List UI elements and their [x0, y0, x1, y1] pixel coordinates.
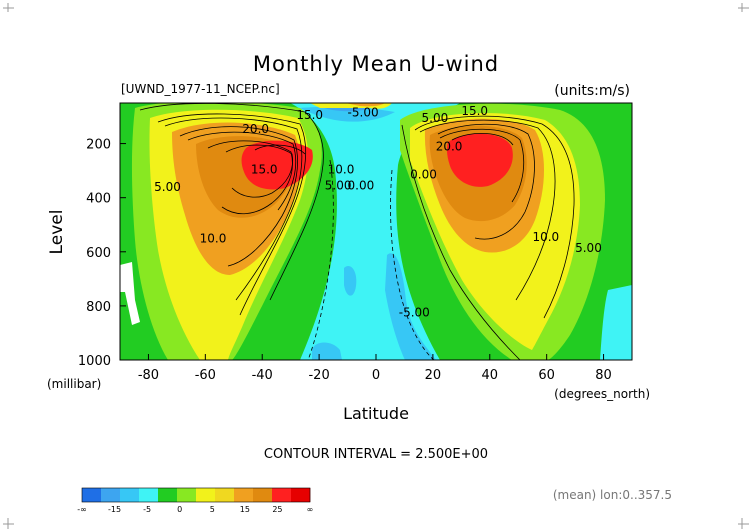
colorbar-swatch [272, 488, 292, 502]
contour-label: 5.00 [575, 241, 602, 255]
x-tick-label: 0 [372, 368, 380, 383]
colorbar-label: 0 [177, 505, 182, 514]
contour-label: -5.00 [399, 306, 430, 320]
x-tick-label: 80 [595, 368, 612, 383]
easterly-tongue [385, 253, 436, 360]
colorbar-label: ∞ [307, 505, 314, 514]
colorbar-swatch [177, 488, 197, 502]
x-tick-label: -60 [195, 368, 216, 383]
corner-mark-bottom-left [3, 518, 14, 529]
corner-mark-bottom-right [738, 518, 749, 529]
contour-label: 0.00 [410, 168, 437, 182]
northern-polar-easterly [600, 285, 632, 360]
contour-label: 5.00 [422, 111, 449, 125]
equatorial-easterly-region [290, 103, 460, 360]
colorbar-swatch [196, 488, 216, 502]
colorbar-label: 5 [210, 505, 215, 514]
contour-label: 20.0 [242, 122, 269, 136]
file-label: [UWND_1977-11_NCEP.nc] [121, 82, 280, 96]
colorbar-swatch [234, 488, 254, 502]
colorbar-label: 15 [240, 505, 250, 514]
y-tick-label: 800 [86, 300, 111, 315]
chart-title: Monthly Mean U-wind [253, 52, 499, 76]
colorbar-frame [81, 487, 311, 503]
x-tick-label: -40 [252, 368, 273, 383]
easterly-blob [344, 266, 357, 296]
y-axis: 200 400 600 800 1000 [78, 138, 126, 369]
y-axis-title: Level [47, 210, 67, 255]
contour-interval-text: CONTOUR INTERVAL = 2.500E+00 [264, 447, 488, 462]
y-tick-label: 600 [86, 246, 111, 261]
contour-label: 15.0 [296, 108, 323, 122]
x-tick-label: 20 [425, 368, 442, 383]
x-axis-title: Latitude [343, 404, 409, 423]
x-tick-label: -20 [308, 368, 329, 383]
contour-label: 10.0 [532, 230, 559, 244]
contour-label: 0.00 [348, 179, 375, 193]
contour-label: 15.0 [461, 104, 488, 118]
contour-label: 10.0 [200, 231, 227, 245]
colorbar-label: -∞ [77, 505, 87, 514]
colorbar-swatch [101, 488, 121, 502]
x-tick-label: 40 [482, 368, 499, 383]
missing-data-patch [120, 262, 140, 325]
x-axis: -80 -60 -40 -20 0 20 40 60 80 [138, 354, 612, 383]
colorbar-label: -5 [143, 505, 151, 514]
corner-mark-top-right [738, 3, 749, 12]
top-westerly-strip-inner [345, 103, 385, 107]
contour-label: 5.00 [325, 179, 352, 193]
units-label: (units:m/s) [554, 83, 630, 99]
y-axis-units: (millibar) [47, 377, 101, 391]
colorbar-swatch [139, 488, 159, 502]
north-jet-core [446, 133, 513, 187]
colorbar-swatch [291, 488, 311, 502]
y-tick-label: 200 [86, 138, 111, 153]
colorbar-label: 25 [272, 505, 282, 514]
contour-label: 20.0 [436, 139, 463, 153]
corner-mark-top-left [3, 3, 14, 12]
contour-label: -5.00 [348, 106, 379, 120]
y-tick-label: 1000 [78, 354, 111, 369]
colorbar-swatch [253, 488, 273, 502]
colorbar-swatch [158, 488, 178, 502]
colorbar-swatch [215, 488, 235, 502]
colorbar-label: -15 [108, 505, 121, 514]
x-axis-units: (degrees_north) [554, 387, 650, 401]
colorbar-swatch [82, 488, 102, 502]
contour-label: 10.0 [328, 162, 355, 176]
mean-label: (mean) lon:0..357.5 [553, 488, 672, 502]
contour-label: 15.0 [251, 162, 278, 176]
upper-easterly-core [300, 106, 395, 122]
y-tick-label: 400 [86, 192, 111, 207]
colorbar: -∞ -15 -5 0 5 15 25 ∞ [77, 487, 314, 514]
x-tick-label: 60 [538, 368, 555, 383]
contour-lines [139, 103, 575, 360]
contour-label: 5.00 [154, 180, 181, 194]
colorbar-swatch [120, 488, 140, 502]
x-tick-label: -80 [138, 368, 159, 383]
